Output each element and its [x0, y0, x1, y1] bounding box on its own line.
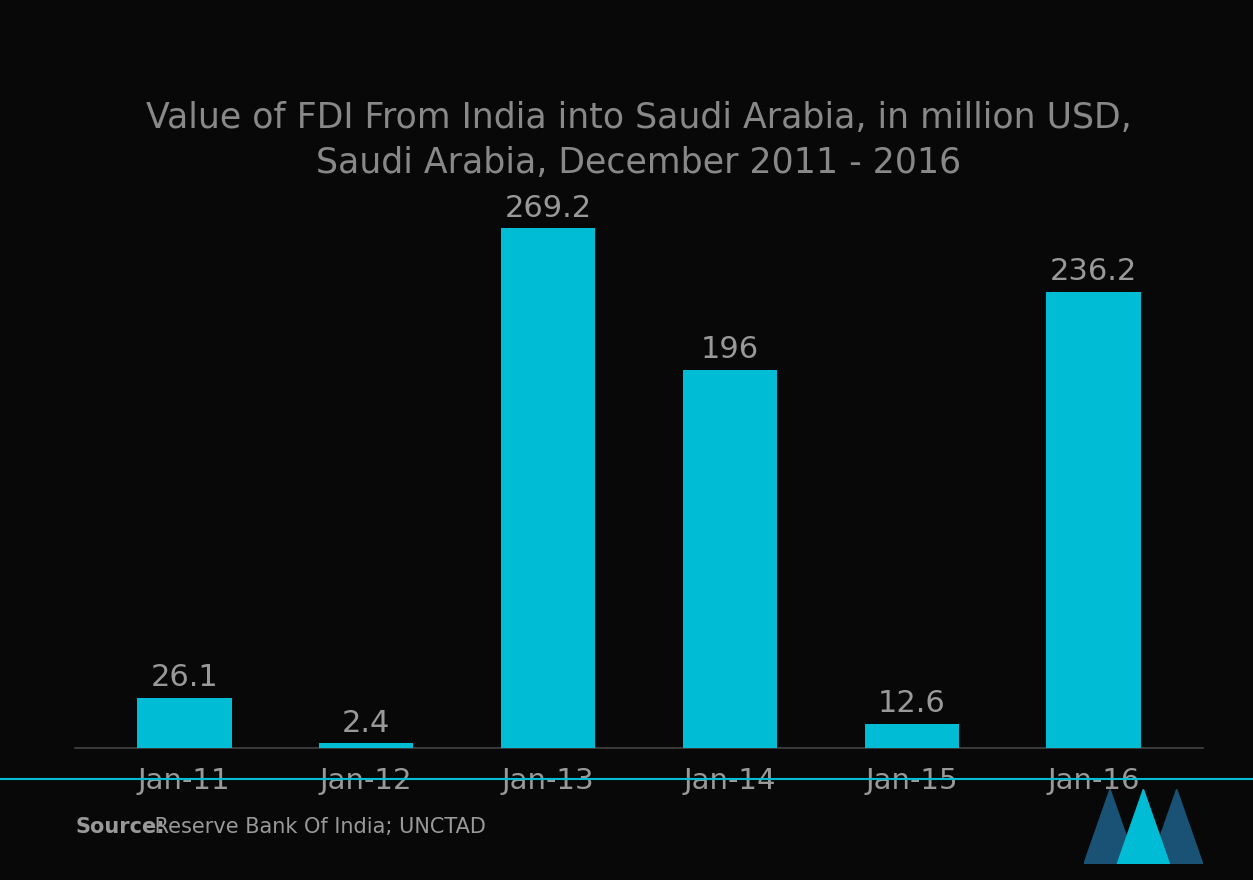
Bar — [320, 744, 413, 748]
Text: 196: 196 — [700, 335, 759, 363]
Text: Value of FDI From India into Saudi Arabia, in million USD,
Saudi Arabia, Decembe: Value of FDI From India into Saudi Arabi… — [147, 101, 1131, 180]
Bar — [683, 370, 777, 748]
Bar — [865, 723, 959, 748]
Bar — [1046, 292, 1141, 748]
Bar — [137, 698, 232, 748]
Polygon shape — [1150, 789, 1203, 864]
Polygon shape — [1084, 789, 1136, 864]
Text: 236.2: 236.2 — [1050, 257, 1138, 286]
Text: Reserve Bank Of India; UNCTAD: Reserve Bank Of India; UNCTAD — [148, 818, 486, 837]
Text: 269.2: 269.2 — [505, 194, 591, 223]
Bar — [501, 228, 595, 748]
Text: 12.6: 12.6 — [878, 689, 946, 718]
Text: 2.4: 2.4 — [342, 708, 391, 737]
Text: Source:: Source: — [75, 818, 165, 837]
Text: 26.1: 26.1 — [150, 663, 218, 692]
Polygon shape — [1118, 789, 1169, 864]
